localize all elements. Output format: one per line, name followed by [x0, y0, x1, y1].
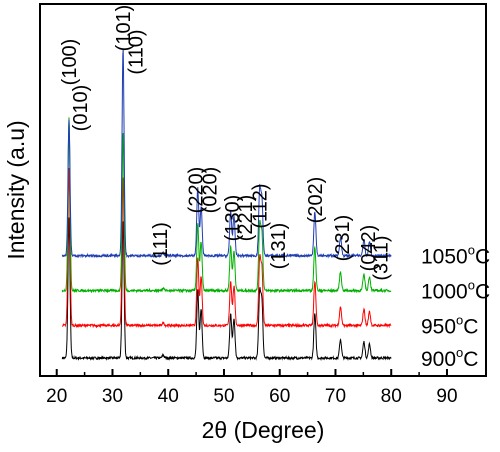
degree-sign: o	[468, 278, 475, 293]
unit-label: C	[475, 281, 490, 304]
peak-label: (311)	[371, 235, 393, 280]
peak-label: (231)	[332, 215, 354, 262]
peak-label: (202)	[305, 177, 327, 224]
peak-label-group: (100)(010) (101)(110) (111) (220)(020)(130)…	[59, 5, 393, 281]
peak-label: (101)	[113, 5, 135, 52]
degree-sign: o	[468, 243, 475, 258]
legend-label-1000: 1000oC	[421, 278, 490, 304]
peak-label: (112)	[250, 183, 272, 228]
degree-sign: o	[456, 345, 463, 360]
unit-label: C	[463, 348, 478, 371]
unit-label: C	[475, 246, 490, 269]
x-tick-label: 40	[158, 386, 179, 407]
series-line-1000	[61, 117, 392, 294]
peak-label: (221)	[235, 195, 257, 242]
peak-label: (130)	[222, 195, 244, 242]
series-line-950	[62, 167, 392, 329]
x-tick-label: 30	[102, 386, 123, 407]
series-line-1050	[61, 49, 392, 259]
x-tick-label: 20	[46, 386, 67, 407]
peak-label: (110)	[125, 29, 147, 74]
x-tick-label: 90	[436, 386, 457, 407]
legend-label-950: 950oC	[421, 312, 478, 338]
peak-label: (111)	[150, 222, 172, 266]
legend-group: 900oC 950oC 1000oC 1050oC	[421, 243, 490, 371]
series-line-900	[61, 217, 392, 362]
x-tick-label: 50	[213, 386, 234, 407]
legend-label-900: 900oC	[421, 345, 478, 371]
plot-frame	[39, 3, 487, 377]
x-tick-label: 80	[381, 386, 402, 407]
degree-sign: o	[456, 312, 463, 327]
y-axis-title: Intensity (a.u)	[3, 120, 29, 259]
peak-label: (131)	[268, 223, 290, 270]
unit-label: C	[463, 315, 478, 338]
series-group	[61, 49, 392, 362]
peak-label: (020)	[200, 167, 222, 214]
x-axis: 20 30 40 50 60 70 80 90	[46, 369, 458, 407]
x-axis-title: 2θ (Degree)	[202, 417, 325, 443]
x-tick-label: 60	[269, 386, 290, 407]
legend-label-1050: 1050oC	[421, 243, 490, 269]
peak-label: (042)	[358, 225, 380, 272]
x-tick-label: 70	[325, 386, 346, 407]
peak-label: (220)	[186, 167, 208, 214]
peak-label: (100)	[59, 39, 81, 86]
peak-label: (010)	[70, 85, 92, 132]
